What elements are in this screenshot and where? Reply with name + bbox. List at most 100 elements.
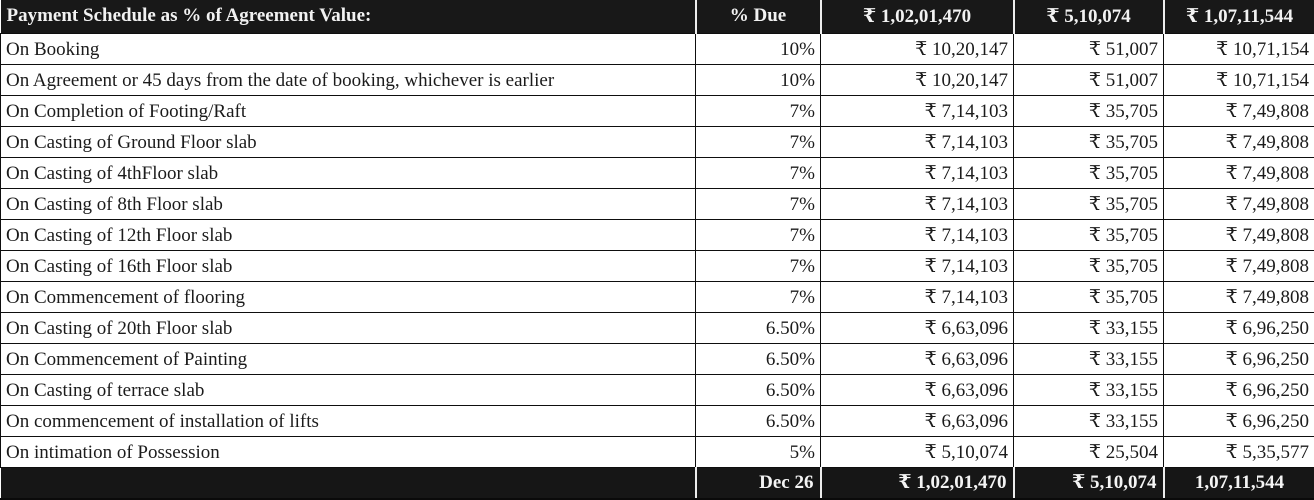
gst-amount-cell: ₹ 33,155 [1013,404,1164,437]
gst-amount-cell: ₹ 33,155 [1013,373,1164,406]
percent-due-cell: 10% [695,63,821,96]
table-row: On intimation of Possession 5% ₹ 5,10,07… [0,435,1314,468]
agreement-amount-cell: ₹ 6,63,096 [820,373,1014,406]
table-row: On Completion of Footing/Raft 7% ₹ 7,14,… [0,94,1314,127]
table-row: On Commencement of Painting 6.50% ₹ 6,63… [0,342,1314,375]
total-amount-cell: ₹ 7,49,808 [1163,218,1314,251]
percent-due-cell: 6.50% [695,373,821,406]
agreement-amount-cell: ₹ 7,14,103 [820,94,1014,127]
footer-row: Dec 26 ₹ 1,02,01,470 ₹ 5,10,074 1,07,11,… [0,467,1314,498]
table-row: On Casting of 4thFloor slab 7% ₹ 7,14,10… [0,156,1314,189]
percent-due-cell: 7% [695,280,821,313]
agreement-amount-cell: ₹ 10,20,147 [820,32,1014,65]
milestone-cell: On Casting of 4thFloor slab [0,156,696,189]
milestone-cell: On Casting of 8th Floor slab [0,187,696,220]
footer-date-cell: Dec 26 [694,467,821,498]
milestone-cell: On Casting of Ground Floor slab [0,125,696,158]
percent-due-cell: 7% [695,156,821,189]
total-amount-cell: ₹ 7,49,808 [1163,125,1314,158]
agreement-amount-cell: ₹ 7,14,103 [820,249,1014,282]
milestone-cell: On Completion of Footing/Raft [0,94,696,127]
milestone-cell: On Commencement of flooring [0,280,696,313]
agreement-amount-cell: ₹ 7,14,103 [820,218,1014,251]
gst-amount-cell: ₹ 51,007 [1013,32,1164,65]
footer-gst-total-cell: ₹ 5,10,074 [1012,467,1164,498]
table-row: On Casting of 20th Floor slab 6.50% ₹ 6,… [0,311,1314,344]
total-amount-cell: ₹ 7,49,808 [1163,249,1314,282]
percent-due-cell: 10% [695,32,821,65]
gst-amount-cell: ₹ 35,705 [1013,125,1164,158]
agreement-amount-cell: ₹ 7,14,103 [820,187,1014,220]
milestone-cell: On Casting of terrace slab [0,373,696,406]
table-row: On Commencement of flooring 7% ₹ 7,14,10… [0,280,1314,313]
table-row: On Casting of 16th Floor slab 7% ₹ 7,14,… [0,249,1314,282]
total-amount-cell: ₹ 7,49,808 [1163,94,1314,127]
milestone-cell: On commencement of installation of lifts [0,404,696,437]
milestone-cell: On Agreement or 45 days from the date of… [0,63,696,96]
total-amount-cell: ₹ 6,96,250 [1163,311,1314,344]
agreement-amount-cell: ₹ 7,14,103 [820,156,1014,189]
milestone-cell: On Casting of 12th Floor slab [0,218,696,251]
col-header-total-value: ₹ 1,07,11,544 [1162,0,1314,33]
agreement-amount-cell: ₹ 10,20,147 [820,63,1014,96]
percent-due-cell: 6.50% [695,311,821,344]
gst-amount-cell: ₹ 33,155 [1013,311,1164,344]
total-amount-cell: ₹ 7,49,808 [1163,156,1314,189]
percent-due-cell: 6.50% [695,404,821,437]
total-amount-cell: ₹ 6,96,250 [1163,404,1314,437]
total-amount-cell: ₹ 10,71,154 [1163,63,1314,96]
milestone-cell: On intimation of Possession [0,435,696,468]
agreement-amount-cell: ₹ 7,14,103 [820,125,1014,158]
gst-amount-cell: ₹ 25,504 [1013,435,1164,468]
agreement-amount-cell: ₹ 5,10,074 [820,435,1014,468]
agreement-amount-cell: ₹ 6,63,096 [820,311,1014,344]
agreement-amount-cell: ₹ 7,14,103 [820,280,1014,313]
table-row: On Casting of Ground Floor slab 7% ₹ 7,1… [0,125,1314,158]
percent-due-cell: 5% [695,435,821,468]
percent-due-cell: 7% [695,218,821,251]
total-amount-cell: ₹ 6,96,250 [1163,373,1314,406]
percent-due-cell: 7% [695,125,821,158]
table-row: On Casting of terrace slab 6.50% ₹ 6,63,… [0,373,1314,406]
table-row: On Booking 10% ₹ 10,20,147 ₹ 51,007 ₹ 10… [0,32,1314,65]
percent-due-cell: 6.50% [695,342,821,375]
percent-due-cell: 7% [695,249,821,282]
table-header: Payment Schedule as % of Agreement Value… [0,0,1314,33]
footer-agreement-total-cell: ₹ 1,02,01,470 [819,467,1014,498]
col-header-percent-due: % Due [694,0,821,33]
total-amount-cell: ₹ 10,71,154 [1163,32,1314,65]
table-footer: Dec 26 ₹ 1,02,01,470 ₹ 5,10,074 1,07,11,… [0,467,1314,498]
gst-amount-cell: ₹ 35,705 [1013,249,1164,282]
table-row: On Casting of 8th Floor slab 7% ₹ 7,14,1… [0,187,1314,220]
total-amount-cell: ₹ 7,49,808 [1163,280,1314,313]
gst-amount-cell: ₹ 35,705 [1013,94,1164,127]
footer-empty-cell [0,467,696,498]
col-header-agreement-value: ₹ 1,02,01,470 [819,0,1014,33]
footer-grand-total-cell: 1,07,11,544 [1162,467,1314,498]
table-row: On commencement of installation of lifts… [0,404,1314,437]
header-row: Payment Schedule as % of Agreement Value… [0,0,1314,33]
gst-amount-cell: ₹ 35,705 [1013,218,1164,251]
milestone-cell: On Booking [0,32,696,65]
gst-amount-cell: ₹ 51,007 [1013,63,1164,96]
milestone-cell: On Casting of 20th Floor slab [0,311,696,344]
gst-amount-cell: ₹ 35,705 [1013,280,1164,313]
percent-due-cell: 7% [695,187,821,220]
agreement-amount-cell: ₹ 6,63,096 [820,342,1014,375]
milestone-cell: On Commencement of Painting [0,342,696,375]
agreement-amount-cell: ₹ 6,63,096 [820,404,1014,437]
table-row: On Agreement or 45 days from the date of… [0,63,1314,96]
table-row: On Casting of 12th Floor slab 7% ₹ 7,14,… [0,218,1314,251]
total-amount-cell: ₹ 5,35,577 [1163,435,1314,468]
total-amount-cell: ₹ 6,96,250 [1163,342,1314,375]
table-title: Payment Schedule as % of Agreement Value… [0,0,696,33]
percent-due-cell: 7% [695,94,821,127]
gst-amount-cell: ₹ 35,705 [1013,156,1164,189]
gst-amount-cell: ₹ 33,155 [1013,342,1164,375]
milestone-cell: On Casting of 16th Floor slab [0,249,696,282]
gst-amount-cell: ₹ 35,705 [1013,187,1164,220]
schedule-body: On Booking 10% ₹ 10,20,147 ₹ 51,007 ₹ 10… [0,32,1314,468]
col-header-gst-value: ₹ 5,10,074 [1012,0,1164,33]
total-amount-cell: ₹ 7,49,808 [1163,187,1314,220]
